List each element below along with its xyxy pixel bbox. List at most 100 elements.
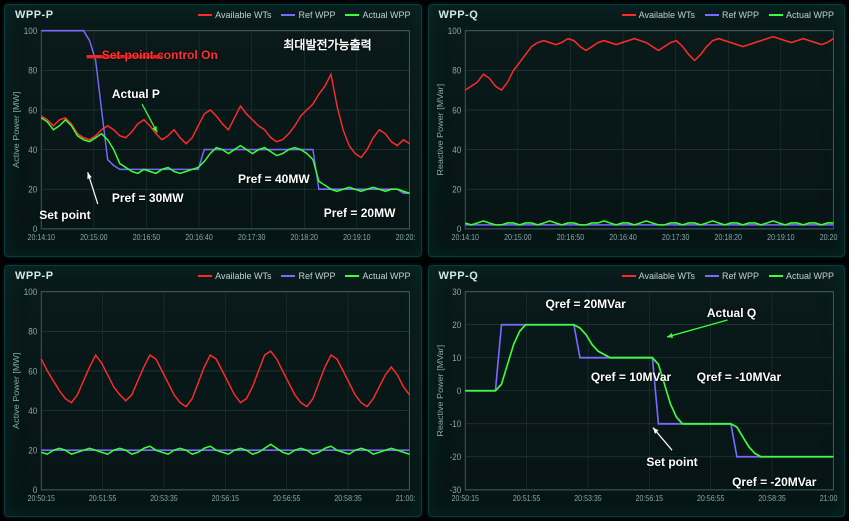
svg-text:20:53:35: 20:53:35: [574, 493, 601, 503]
chart-svg-br: -30-20-10010203020:50:1520:51:5520:53:35…: [435, 286, 839, 513]
legend-item: Available WTs: [622, 10, 695, 20]
svg-text:20:58:35: 20:58:35: [334, 493, 361, 503]
legend-label: Ref WPP: [722, 10, 759, 20]
svg-text:20:19:10: 20:19:10: [767, 233, 794, 243]
legend-swatch: [198, 14, 212, 16]
legend-swatch: [769, 275, 783, 277]
legend-swatch: [622, 14, 636, 16]
legend-item: Ref WPP: [281, 10, 335, 20]
svg-text:20:51:55: 20:51:55: [512, 493, 539, 503]
legend-br: Available WTs Ref WPP Actual WPP: [622, 271, 834, 281]
panel-wpp-p-top: WPP-P Available WTsRef WPPActual WPP 020…: [4, 4, 422, 257]
svg-text:20:20:00: 20:20:00: [819, 233, 838, 243]
svg-text:Reactive Power [MVar]: Reactive Power [MVar]: [435, 84, 444, 176]
svg-text:21:00:15: 21:00:15: [819, 493, 838, 503]
legend-label: Actual WPP: [786, 10, 834, 20]
svg-text:20:50:15: 20:50:15: [28, 493, 55, 503]
legend-item: Actual WPP: [345, 10, 410, 20]
svg-text:80: 80: [28, 65, 37, 76]
svg-text:20: 20: [452, 319, 461, 330]
panel-header: WPP-P Available WTs Ref WPP Actual WPP: [5, 5, 421, 23]
svg-text:20:16:50: 20:16:50: [133, 233, 160, 243]
svg-text:20:15:00: 20:15:00: [504, 233, 531, 243]
svg-text:20:19:10: 20:19:10: [343, 233, 370, 243]
panel-title: WPP-P: [15, 9, 54, 21]
legend-item: Actual WPP: [769, 271, 834, 281]
bottom-row: WPP-P Available WTs Ref WPP Actual WPP 0 20…: [4, 265, 845, 518]
svg-text:20:17:30: 20:17:30: [238, 233, 265, 243]
svg-text:20: 20: [28, 445, 37, 456]
svg-text:20:15:00: 20:15:00: [80, 233, 107, 243]
legend-swatch: [705, 275, 719, 277]
svg-text:30: 30: [452, 286, 461, 297]
chart-svg-tr: 02040608010020:14:1020:15:0020:16:5020:1…: [435, 25, 839, 252]
svg-text:20:51:55: 20:51:55: [89, 493, 116, 503]
legend-swatch: [345, 275, 359, 277]
svg-text:20:53:35: 20:53:35: [150, 493, 177, 503]
legend-item: Available WTs: [622, 271, 695, 281]
chart-svg-tl: 02040608010020:14:1020:15:0020:16:5020:1…: [11, 25, 415, 252]
svg-text:20:20:00: 20:20:00: [396, 233, 415, 243]
svg-text:20:56:15: 20:56:15: [212, 493, 239, 503]
panel-title: WPP-Q: [439, 9, 479, 21]
svg-text:40: 40: [452, 145, 461, 156]
svg-text:80: 80: [28, 326, 37, 337]
legend-swatch: [198, 275, 212, 277]
legend-label: Actual WPP: [362, 10, 410, 20]
legend-tr: Available WTs Ref WPP Actual WPP: [622, 10, 834, 20]
svg-text:20:16:40: 20:16:40: [185, 233, 212, 243]
legend-label: Available WTs: [639, 10, 695, 20]
svg-text:0: 0: [456, 385, 461, 396]
panel-wpp-q-top: WPP-Q Available WTsRef WPPActual WPP 020…: [428, 4, 846, 257]
chart-svg-bl: 02040608010020:50:1520:51:5520:53:3520:5…: [11, 286, 415, 513]
legend-label: Available WTs: [215, 271, 271, 281]
legend-item: Available WTs: [198, 10, 271, 20]
legend-label: Available WTs: [639, 271, 695, 281]
svg-text:60: 60: [452, 105, 461, 116]
panel-title: WPP-P: [15, 270, 54, 282]
panel-header: WPP-Q Available WTs Ref WPP Actual WPP: [429, 5, 845, 23]
svg-text:100: 100: [24, 286, 38, 297]
svg-text:Active Power [MW]: Active Power [MW]: [12, 352, 21, 428]
svg-text:20:18:20: 20:18:20: [714, 233, 741, 243]
svg-text:40: 40: [28, 405, 37, 416]
svg-text:20:18:20: 20:18:20: [291, 233, 318, 243]
chart-br: -30-20-10010203020:50:1520:51:5520:53:35…: [435, 286, 839, 513]
panel-header: WPP-Q Available WTs Ref WPP Actual WPP: [429, 266, 845, 284]
svg-text:-20: -20: [449, 451, 461, 462]
legend-swatch: [705, 14, 719, 16]
svg-text:20:56:55: 20:56:55: [696, 493, 723, 503]
legend-item: Actual WPP: [769, 10, 834, 20]
legend-swatch: [345, 14, 359, 16]
svg-text:20:50:15: 20:50:15: [451, 493, 478, 503]
svg-text:20:16:50: 20:16:50: [556, 233, 583, 243]
legend-item: Actual WPP: [345, 271, 410, 281]
legend-label: Available WTs: [215, 10, 271, 20]
svg-text:20:56:15: 20:56:15: [635, 493, 662, 503]
panel-header: WPP-P Available WTs Ref WPP Actual WPP: [5, 266, 421, 284]
svg-text:80: 80: [452, 65, 461, 76]
panel-wpp-q-bottom: WPP-Q Available WTsRef WPPActual WPP -30…: [428, 265, 846, 518]
svg-text:-10: -10: [449, 418, 461, 429]
top-row: WPP-P Available WTsRef WPPActual WPP 020…: [4, 4, 845, 257]
svg-text:20:14:10: 20:14:10: [451, 233, 478, 243]
svg-text:100: 100: [24, 26, 38, 37]
chart-tr: 02040608010020:14:1020:15:0020:16:5020:1…: [435, 25, 839, 252]
legend-label: Ref WPP: [722, 271, 759, 281]
legend-item: Available WTs: [198, 271, 271, 281]
panel-title: WPP-Q: [439, 270, 479, 282]
panel-wpp-p-bottom: WPP-P Available WTsRef WPPActual WPP 020…: [4, 265, 422, 518]
legend-label: Ref WPP: [298, 10, 335, 20]
legend-tl: Available WTs Ref WPP Actual WPP: [198, 10, 410, 20]
svg-text:20:14:10: 20:14:10: [28, 233, 55, 243]
svg-text:100: 100: [447, 26, 461, 37]
legend-label: Ref WPP: [298, 271, 335, 281]
legend-item: Ref WPP: [705, 271, 759, 281]
svg-text:60: 60: [28, 365, 37, 376]
svg-text:20:17:30: 20:17:30: [661, 233, 688, 243]
legend-swatch: [769, 14, 783, 16]
legend-bl: Available WTs Ref WPP Actual WPP: [198, 271, 410, 281]
svg-text:60: 60: [28, 105, 37, 116]
svg-text:20: 20: [452, 184, 461, 195]
legend-swatch: [281, 14, 295, 16]
